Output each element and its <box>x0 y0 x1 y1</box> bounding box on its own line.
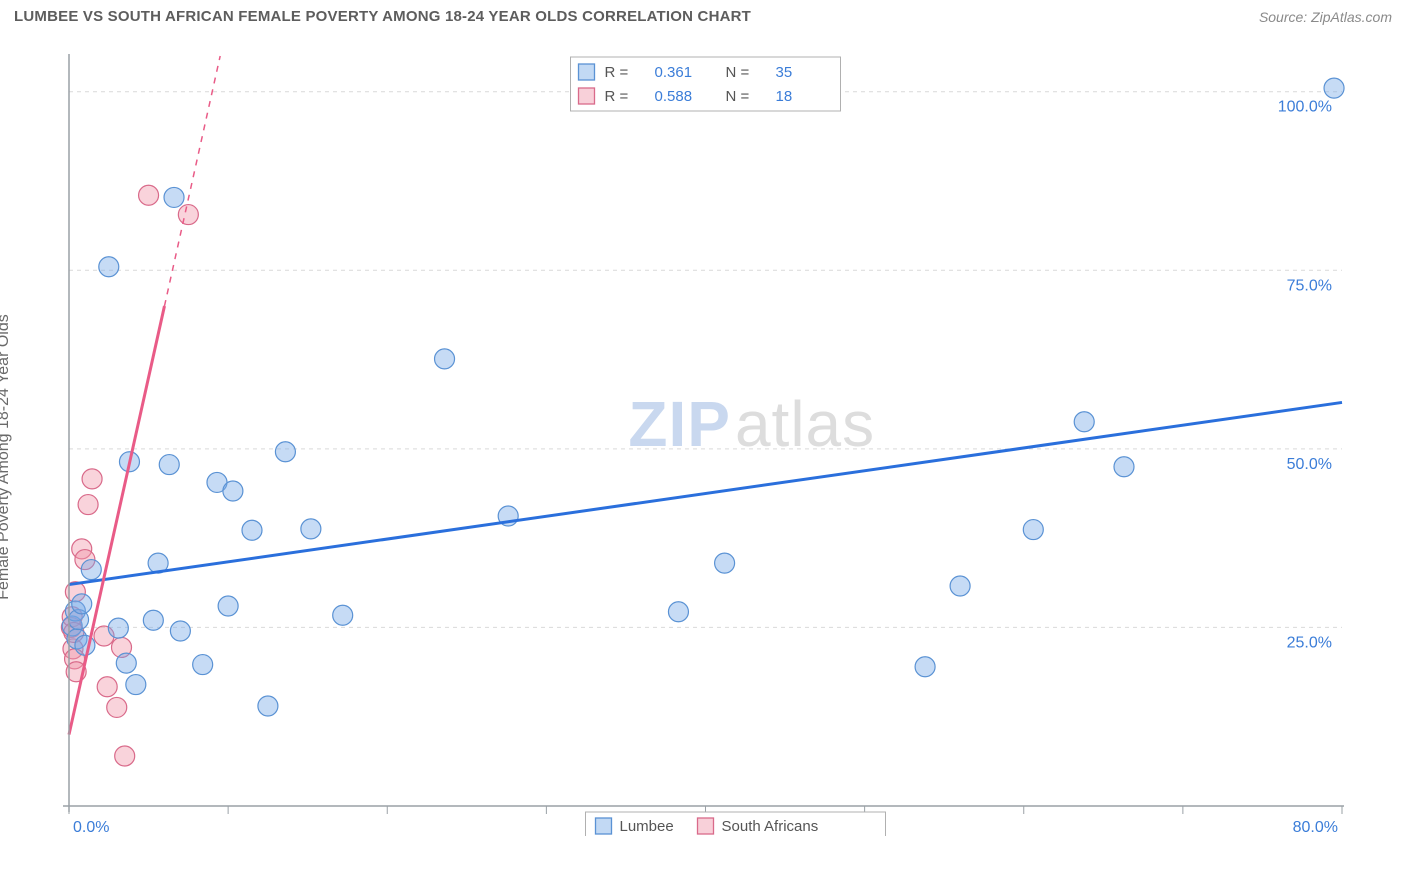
watermark-atlas: atlas <box>735 388 875 460</box>
data-point-lumbee <box>275 442 295 462</box>
legend-n-label: N = <box>726 64 750 81</box>
correlation-scatter-chart: 25.0% 50.0% 75.0% 100.0% ZIPatlas 0.0% 80.0% R … <box>14 36 1354 836</box>
data-point-lumbee <box>915 657 935 677</box>
y-tick-label: 100.0% <box>1278 99 1332 116</box>
data-point-lumbee <box>164 187 184 207</box>
legend-n-value: 18 <box>776 88 793 105</box>
data-point-south-africans <box>139 185 159 205</box>
data-point-lumbee <box>1023 520 1043 540</box>
data-point-lumbee <box>99 257 119 277</box>
data-point-lumbee <box>258 696 278 716</box>
data-point-south-africans <box>78 495 98 515</box>
legend-swatch <box>579 64 595 80</box>
trendline-south-africans <box>69 306 164 735</box>
legend-r-value: 0.361 <box>655 64 693 81</box>
data-point-lumbee <box>301 519 321 539</box>
watermark-zip: ZIP <box>628 388 731 460</box>
legend-series-label: Lumbee <box>620 818 674 835</box>
data-point-lumbee <box>668 602 688 622</box>
y-tick-label: 75.0% <box>1287 277 1332 294</box>
legend-swatch <box>596 818 612 834</box>
data-point-lumbee <box>218 596 238 616</box>
x-tick-label: 80.0% <box>1293 819 1338 836</box>
chart-title: LUMBEE VS SOUTH AFRICAN FEMALE POVERTY A… <box>14 8 751 25</box>
data-point-lumbee <box>333 605 353 625</box>
data-point-lumbee <box>715 553 735 573</box>
data-point-south-africans <box>178 205 198 225</box>
data-point-lumbee <box>81 560 101 580</box>
data-point-lumbee <box>143 610 163 630</box>
legend-n-value: 35 <box>776 64 793 81</box>
legend-r-label: R = <box>605 64 629 81</box>
data-point-lumbee <box>108 618 128 638</box>
source-attribution: Source: ZipAtlas.com <box>1259 9 1392 25</box>
data-point-south-africans <box>115 746 135 766</box>
data-point-lumbee <box>950 576 970 596</box>
y-tick-label: 25.0% <box>1287 634 1332 651</box>
data-point-lumbee <box>1324 78 1344 98</box>
legend-n-label: N = <box>726 88 750 105</box>
legend-series-label: South Africans <box>722 818 819 835</box>
data-point-lumbee <box>193 655 213 675</box>
data-point-lumbee <box>126 675 146 695</box>
data-point-south-africans <box>97 677 117 697</box>
data-point-south-africans <box>107 697 127 717</box>
data-point-lumbee <box>72 594 92 614</box>
data-point-lumbee <box>242 520 262 540</box>
data-point-lumbee <box>159 455 179 475</box>
trendline-south-africans-extrapolated <box>164 56 220 306</box>
data-point-lumbee <box>1074 412 1094 432</box>
data-point-lumbee <box>435 349 455 369</box>
legend-r-label: R = <box>605 88 629 105</box>
y-axis-label: Female Poverty Among 18-24 Year Olds <box>0 314 13 600</box>
data-point-lumbee <box>170 621 190 641</box>
data-point-lumbee <box>1114 457 1134 477</box>
y-tick-label: 50.0% <box>1287 456 1332 473</box>
legend-r-value: 0.588 <box>655 88 693 105</box>
legend-swatch <box>579 88 595 104</box>
x-tick-label: 0.0% <box>73 819 109 836</box>
data-point-lumbee <box>223 481 243 501</box>
data-point-lumbee <box>116 653 136 673</box>
data-point-south-africans <box>82 469 102 489</box>
legend-swatch <box>698 818 714 834</box>
